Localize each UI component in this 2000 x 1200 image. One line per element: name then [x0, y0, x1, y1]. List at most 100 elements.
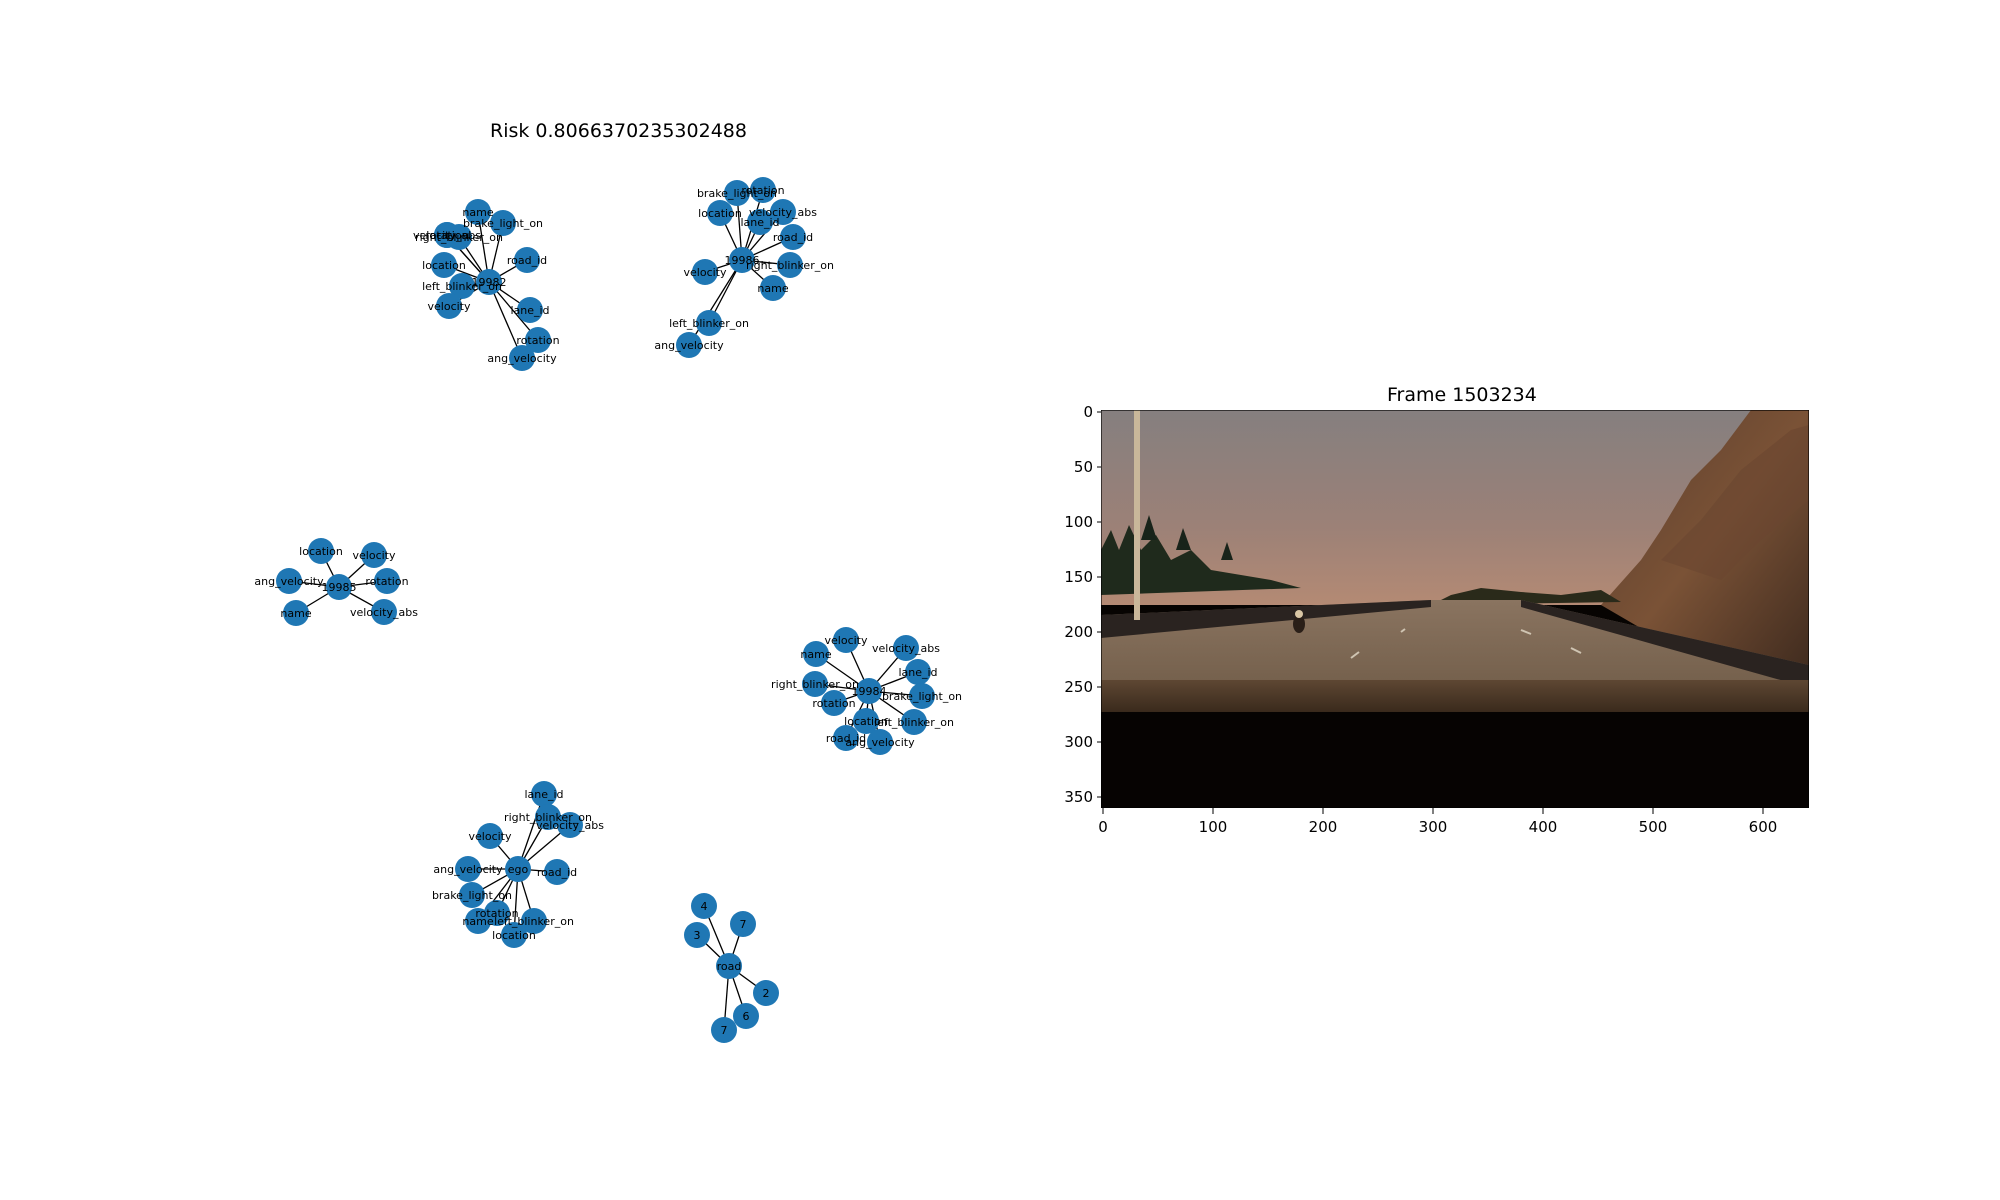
- graph-node: [283, 600, 309, 626]
- node-label: velocity: [684, 266, 727, 279]
- graph-node: [535, 804, 561, 830]
- frame-panel: [1101, 410, 1809, 808]
- graph-center-node: [476, 269, 502, 295]
- node-label: ang_velocity: [487, 352, 557, 365]
- node-label: rotation: [365, 575, 408, 588]
- node-label: location: [698, 207, 742, 220]
- y-tick-label: 200: [1064, 623, 1093, 641]
- graph-node: [707, 200, 733, 226]
- y-tick-label: 50: [1074, 458, 1093, 476]
- node-label: 6: [743, 1010, 750, 1023]
- graph-node: [753, 980, 779, 1006]
- graph-node: [465, 199, 491, 225]
- graph-node: [449, 273, 475, 299]
- graph-node: [711, 1017, 737, 1043]
- graph-node: [371, 599, 397, 625]
- node-label: velocity: [469, 830, 512, 843]
- node-label: brake_light_on: [463, 217, 543, 230]
- graph-node: [517, 297, 543, 323]
- node-label: velocity_abs: [350, 606, 418, 619]
- node-label: brake_light_on: [432, 889, 512, 902]
- graph-node: [905, 659, 931, 685]
- graph-node: [431, 252, 457, 278]
- node-label: name: [462, 915, 493, 928]
- risk-title: Risk 0.8066370235302488: [490, 120, 747, 142]
- node-label: ang_velocity: [654, 339, 724, 352]
- x-tick-label: 400: [1529, 818, 1558, 836]
- graph-node: [490, 210, 516, 236]
- node-label: 2: [763, 987, 770, 1000]
- node-label: name: [757, 282, 788, 295]
- y-tick-label: 100: [1064, 513, 1093, 531]
- node-label: left_blinker_on: [669, 317, 749, 330]
- graph-node: [557, 812, 583, 838]
- node-label: road_id: [773, 231, 813, 244]
- graph-node: [509, 345, 535, 371]
- node-label: velocity: [428, 300, 471, 313]
- node-label: left_blinker_on: [874, 716, 954, 729]
- graph-node: [893, 635, 919, 661]
- graph-node: [853, 708, 879, 734]
- node-label: left_blinker_on: [422, 280, 502, 293]
- node-label: right_blinker_on: [746, 259, 834, 272]
- graph-center-node: [505, 856, 531, 882]
- node-label: name: [462, 206, 493, 219]
- graph-node: [446, 224, 472, 250]
- graph-node: [821, 690, 847, 716]
- node-label: velocity_abs: [536, 819, 604, 832]
- y-tick-label: 250: [1064, 678, 1093, 696]
- node-label: 3: [694, 929, 701, 942]
- node-label: 4: [701, 900, 708, 913]
- graph-node: [477, 823, 503, 849]
- graph-center-node: [326, 574, 352, 600]
- graph-node: [276, 568, 302, 594]
- graph-edge: [488, 281, 523, 359]
- graph-node: [525, 327, 551, 353]
- node-label: right_blinker_on: [504, 811, 592, 824]
- node-label: location: [422, 259, 466, 272]
- node-label: 7: [721, 1024, 728, 1037]
- center-node-label: 19982: [472, 276, 507, 289]
- node-label: ang_velocity: [433, 863, 503, 876]
- node-label: lane_id: [510, 304, 549, 317]
- graph-node: [760, 275, 786, 301]
- graph-edge: [517, 793, 545, 870]
- node-label: velocity_abs: [749, 206, 817, 219]
- graph-node: [833, 725, 859, 751]
- node-label: rotation: [475, 907, 518, 920]
- node-label: name: [280, 607, 311, 620]
- node-label: rotation: [741, 184, 784, 197]
- node-label: road_id: [537, 866, 577, 879]
- x-tick-label: 200: [1309, 818, 1338, 836]
- node-label: ang_velocity: [254, 575, 324, 588]
- graph-node: [909, 683, 935, 709]
- camera-frame-image: [1101, 410, 1809, 808]
- center-node-label: 19985: [322, 581, 357, 594]
- x-tick-label: 100: [1199, 818, 1228, 836]
- graph-node: [730, 911, 756, 937]
- graph-node: [544, 859, 570, 885]
- graph-node: [514, 247, 540, 273]
- graph-node: [676, 332, 702, 358]
- graph-center-node: [729, 247, 755, 273]
- y-tick-label: 300: [1064, 733, 1093, 751]
- node-label: lane_id: [740, 216, 779, 229]
- center-node-label: ego: [508, 863, 529, 876]
- graph-node: [374, 568, 400, 594]
- node-label: rotation: [516, 334, 559, 347]
- node-label: velocity_abs: [872, 642, 940, 655]
- node-label: velocity: [825, 634, 868, 647]
- node-label: lane_id: [898, 666, 937, 679]
- graph-ego: lane_id right_blinker_onvelocity_absveloc…: [432, 781, 604, 948]
- graph-node: [833, 627, 859, 653]
- node-label: lane_id: [524, 788, 563, 801]
- graph-node: [733, 1003, 759, 1029]
- graph-node: [696, 310, 722, 336]
- frame-axes: 0 100 200 300 400 500 600 0 50 100 150 200 250 300 350: [1064, 403, 1777, 836]
- graph-node: [501, 922, 527, 948]
- graph-node: [747, 209, 773, 235]
- graph-node: [531, 781, 557, 807]
